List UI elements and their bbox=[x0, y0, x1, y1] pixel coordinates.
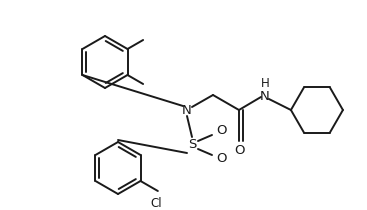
Text: S: S bbox=[188, 139, 196, 151]
Text: O: O bbox=[216, 125, 226, 138]
Text: Cl: Cl bbox=[150, 197, 161, 210]
Text: O: O bbox=[216, 152, 226, 165]
Text: H: H bbox=[261, 77, 269, 90]
Text: N: N bbox=[260, 91, 270, 104]
Text: N: N bbox=[182, 104, 192, 117]
Text: O: O bbox=[235, 144, 245, 158]
